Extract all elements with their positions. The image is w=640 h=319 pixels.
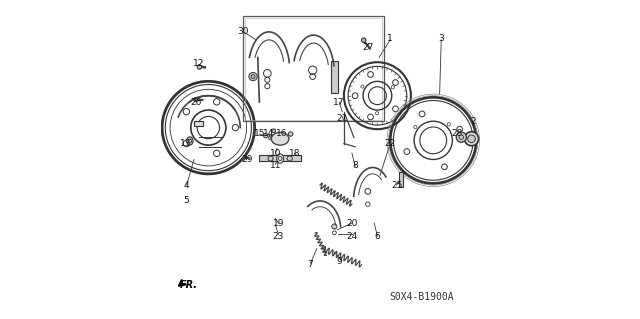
Ellipse shape <box>187 137 193 145</box>
Text: 26: 26 <box>190 98 201 107</box>
Text: 29: 29 <box>241 155 252 164</box>
Text: 8: 8 <box>352 161 358 170</box>
Bar <box>331 61 337 93</box>
Text: 11: 11 <box>269 161 281 170</box>
Text: 30: 30 <box>237 27 249 36</box>
Text: 21: 21 <box>337 114 348 122</box>
Circle shape <box>281 136 287 142</box>
Text: 15: 15 <box>253 130 265 138</box>
Text: 16: 16 <box>276 130 287 138</box>
Text: FR.: FR. <box>180 279 198 290</box>
Text: 25: 25 <box>391 181 403 189</box>
Circle shape <box>272 129 276 133</box>
Text: 3: 3 <box>438 34 444 43</box>
Text: 22: 22 <box>385 139 396 148</box>
Bar <box>243 16 384 121</box>
Ellipse shape <box>271 132 289 145</box>
Circle shape <box>197 65 202 69</box>
Bar <box>194 121 203 126</box>
Text: 23: 23 <box>273 232 284 241</box>
Circle shape <box>273 136 279 142</box>
Ellipse shape <box>276 154 284 163</box>
Text: 10: 10 <box>269 149 281 158</box>
Bar <box>245 18 382 120</box>
Text: 1: 1 <box>387 34 393 43</box>
Text: 24: 24 <box>346 232 358 241</box>
Text: 13: 13 <box>180 139 192 148</box>
Text: 28: 28 <box>451 130 463 138</box>
Text: 9: 9 <box>336 257 342 266</box>
Text: 18: 18 <box>289 149 300 158</box>
Text: 12: 12 <box>193 59 204 68</box>
Circle shape <box>249 72 257 81</box>
Bar <box>259 155 301 161</box>
Circle shape <box>468 135 476 143</box>
Text: 5: 5 <box>183 197 189 205</box>
Text: S0X4-B1900A: S0X4-B1900A <box>390 292 454 302</box>
Text: 20: 20 <box>346 219 358 228</box>
Circle shape <box>362 38 366 42</box>
Text: 17: 17 <box>333 98 345 107</box>
Circle shape <box>264 133 268 138</box>
Text: 14: 14 <box>263 130 275 138</box>
Text: 7: 7 <box>308 260 314 269</box>
Bar <box>399 172 403 187</box>
Text: 19: 19 <box>273 219 284 228</box>
Circle shape <box>456 132 467 142</box>
Circle shape <box>289 132 293 136</box>
Text: 27: 27 <box>362 43 374 52</box>
Text: 2: 2 <box>470 117 476 126</box>
Circle shape <box>465 132 479 146</box>
Text: 6: 6 <box>374 232 380 241</box>
Circle shape <box>194 98 198 101</box>
Text: 4: 4 <box>183 181 189 189</box>
Circle shape <box>332 224 337 229</box>
